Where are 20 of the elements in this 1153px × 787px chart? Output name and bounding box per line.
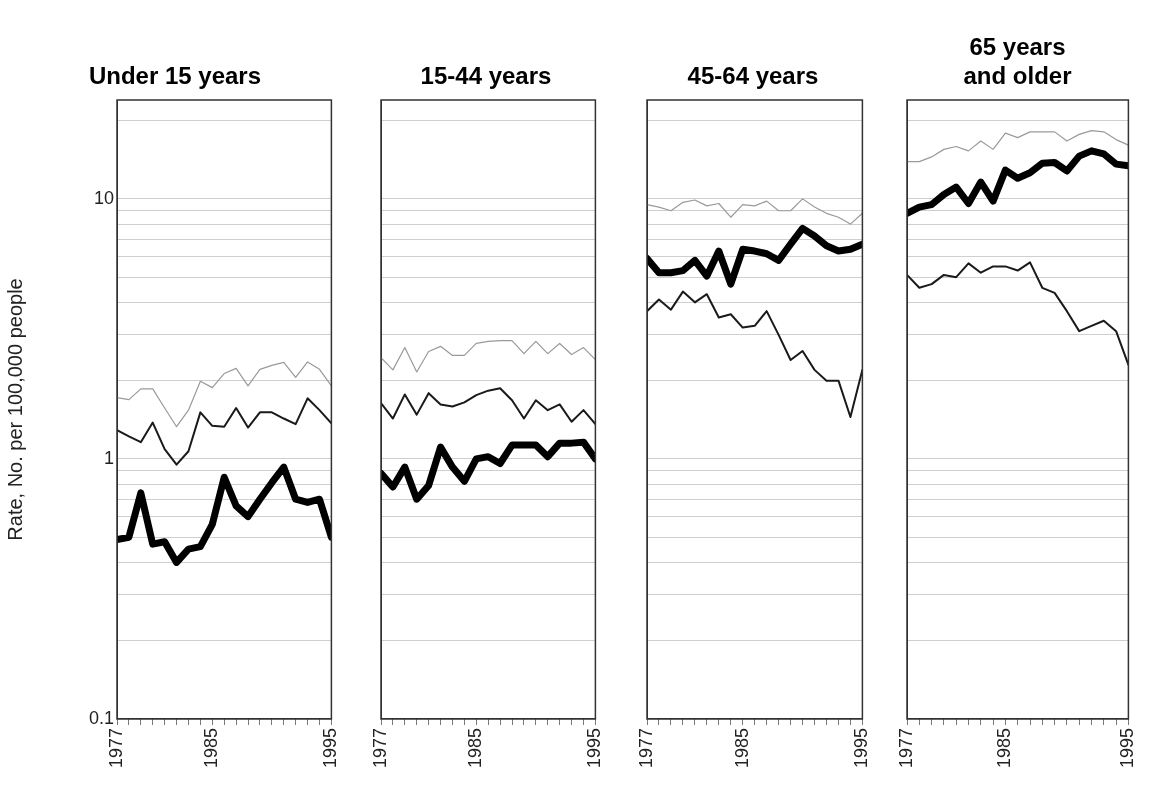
x-tick-label: 1985 bbox=[731, 727, 752, 768]
y-tick-label: 1 bbox=[103, 447, 114, 468]
x-tick-label: 1995 bbox=[851, 727, 872, 768]
x-tick-label: 1985 bbox=[201, 727, 222, 768]
x-tick-label: 1977 bbox=[635, 727, 656, 768]
x-tick-label: 1995 bbox=[584, 727, 605, 768]
chart-title: 15-44 years bbox=[420, 62, 552, 90]
x-tick-label: 1977 bbox=[105, 727, 126, 768]
x-tick-label: 1985 bbox=[994, 727, 1015, 768]
x-tick-label: 1977 bbox=[369, 727, 390, 768]
x-tick-label: 1977 bbox=[895, 727, 916, 768]
chart-title: 65 years and older bbox=[963, 33, 1072, 90]
y-axis-title: Rate, No. per 100,000 people bbox=[3, 278, 26, 541]
y-tick-label: 10 bbox=[93, 187, 114, 208]
x-tick-label: 1995 bbox=[1117, 727, 1138, 768]
x-tick-label: 1995 bbox=[320, 727, 341, 768]
x-tick-label: 1985 bbox=[465, 727, 486, 768]
y-tick-label: 0.1 bbox=[88, 707, 114, 728]
chart-title: 45-64 years bbox=[687, 62, 819, 90]
chart-title: Under 15 years bbox=[88, 62, 262, 90]
